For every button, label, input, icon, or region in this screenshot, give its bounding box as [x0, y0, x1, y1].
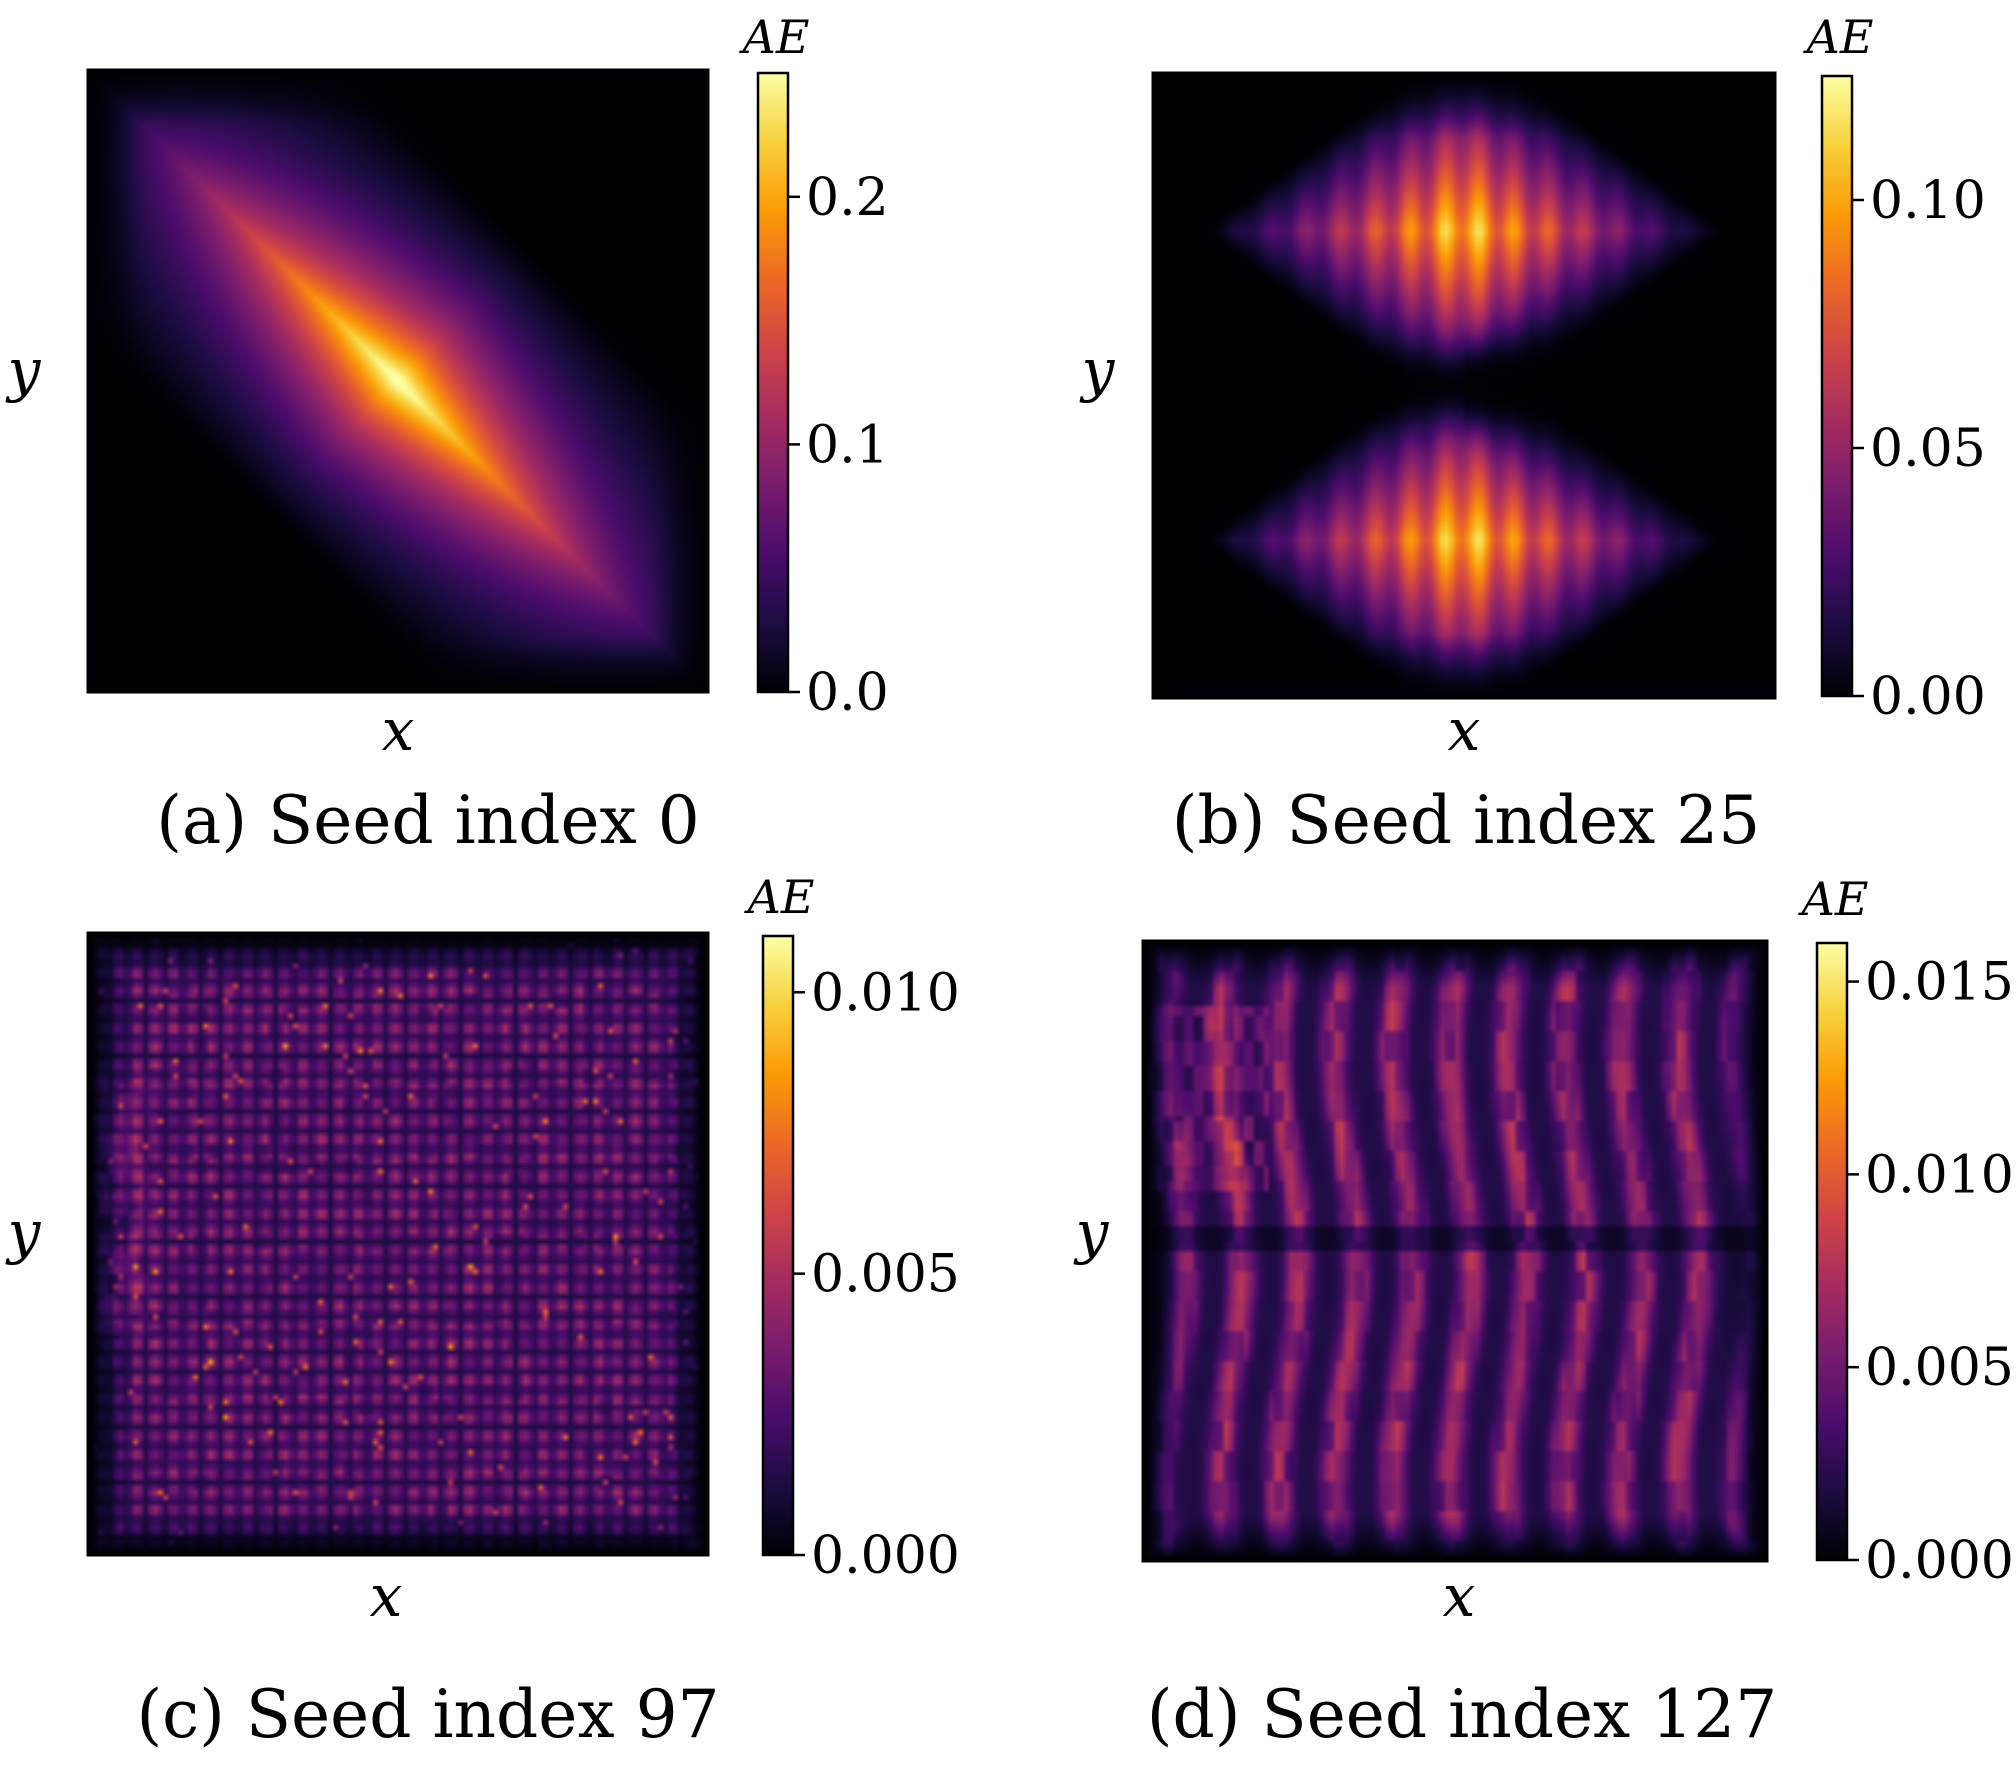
y-axis-label-a: y [5, 336, 42, 404]
panel-d: x y AE 0.000 0.005 0.010 0.015 (d) Seed ind… [1073, 872, 2014, 1753]
colorbar-tick-label: 0.005 [811, 1245, 960, 1305]
colorbar-d [1815, 941, 1849, 1562]
colorbar-ticks-d: 0.000 0.005 0.010 0.015 [1847, 953, 2014, 1591]
heatmap-c [88, 933, 708, 1555]
colorbar-title-a: AE [739, 10, 810, 64]
colorbar-ticks-c: 0.000 0.005 0.010 [793, 963, 960, 1586]
plot-frame-b [1151, 71, 1777, 700]
colorbar-ticks-a: 0.0 0.1 0.2 [788, 168, 889, 723]
plot-frame-d [1141, 939, 1769, 1563]
colorbar-title-d: AE [1798, 872, 1869, 926]
x-axis-label-b: x [1448, 696, 1481, 764]
colorbar-tick-label: 0.2 [806, 168, 889, 228]
y-axis-label-d: y [1073, 1198, 1110, 1266]
panel-c: x y AE 0.000 0.005 0.010 (c) Seed index 97 [5, 870, 960, 1753]
colorbar-title-b: AE [1803, 10, 1874, 64]
heatmap-a [88, 70, 708, 692]
colorbar-tick-label: 0.10 [1870, 171, 1986, 231]
x-axis-label-c: x [370, 1562, 403, 1630]
plot-frame-c [86, 931, 710, 1557]
plot-frame-a [86, 68, 710, 694]
y-axis-label-b: y [1079, 336, 1116, 404]
caption-c: (c) Seed index 97 [136, 1676, 719, 1753]
panel-a: x y AE 0.0 0.1 0.2 (a) Seed index 0 [5, 10, 889, 859]
colorbar-c [761, 934, 795, 1557]
colorbar-tick-label: 0.000 [811, 1526, 960, 1586]
y-axis-label-c: y [5, 1198, 42, 1266]
x-axis-label-a: x [382, 696, 415, 764]
colorbar-tick-label: 0.0 [806, 663, 889, 723]
heatmap-d [1143, 941, 1767, 1561]
colorbar-tick-label: 0.010 [811, 963, 960, 1023]
colorbar-tick-label: 0.015 [1865, 953, 2014, 1013]
heatmap-b [1153, 73, 1775, 698]
colorbar-tick-label: 0.1 [806, 415, 889, 475]
colorbar-tick-label: 0.05 [1870, 419, 1986, 479]
colorbar-title-c: AE [744, 870, 815, 924]
caption-d: (d) Seed index 127 [1147, 1676, 1777, 1753]
colorbar-tick-label: 0.005 [1865, 1338, 2014, 1398]
caption-a: (a) Seed index 0 [156, 782, 700, 859]
caption-b: (b) Seed index 25 [1172, 782, 1760, 859]
colorbar-tick-label: 0.00 [1870, 667, 1986, 727]
colorbar-a [756, 71, 790, 694]
colorbar-ticks-b: 0.00 0.05 0.10 [1852, 171, 1986, 727]
x-axis-label-d: x [1443, 1562, 1476, 1630]
colorbar-b [1820, 74, 1854, 698]
colorbar-tick-label: 0.010 [1865, 1145, 2014, 1205]
panel-b: x y AE 0.00 0.05 0.10 (b) Seed index 25 [1079, 10, 1986, 859]
colorbar-tick-label: 0.000 [1865, 1531, 2014, 1591]
